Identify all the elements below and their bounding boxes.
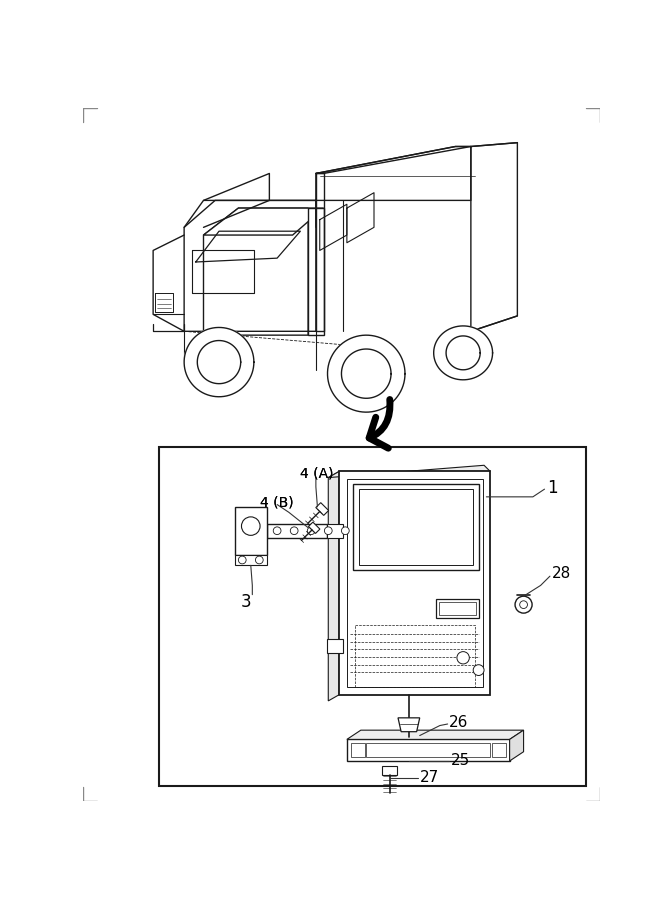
Text: 27: 27 (420, 770, 439, 786)
Circle shape (273, 526, 281, 535)
Circle shape (342, 526, 350, 535)
Bar (439, 602, 476, 615)
Bar (235, 507, 267, 554)
Polygon shape (203, 208, 323, 235)
Circle shape (457, 652, 470, 664)
Polygon shape (184, 328, 254, 397)
Circle shape (290, 526, 298, 535)
Bar (235, 554, 267, 565)
Bar (366, 743, 490, 757)
Bar (358, 490, 473, 564)
Polygon shape (398, 718, 420, 732)
Polygon shape (434, 326, 492, 380)
Circle shape (307, 526, 315, 535)
Bar (339, 472, 490, 695)
Circle shape (520, 601, 528, 608)
Text: 3: 3 (241, 593, 251, 611)
Bar (492, 743, 506, 757)
Polygon shape (446, 336, 480, 370)
Circle shape (241, 517, 260, 535)
Text: 4 (B): 4 (B) (260, 495, 293, 509)
Circle shape (238, 556, 246, 563)
Bar (347, 740, 510, 761)
Bar (382, 767, 398, 775)
Circle shape (515, 596, 532, 613)
Text: 25: 25 (451, 753, 470, 769)
Bar (327, 639, 343, 653)
Polygon shape (510, 730, 524, 761)
Polygon shape (327, 335, 405, 412)
Bar (353, 484, 479, 570)
Bar (267, 524, 327, 537)
Text: 26: 26 (449, 715, 468, 730)
FancyArrowPatch shape (369, 400, 390, 448)
Bar (327, 524, 343, 537)
Bar (436, 599, 479, 617)
Polygon shape (309, 522, 320, 534)
Text: 4 (B): 4 (B) (260, 495, 293, 509)
Polygon shape (328, 472, 339, 701)
Polygon shape (315, 503, 329, 516)
Polygon shape (342, 349, 391, 399)
Bar (347, 479, 482, 687)
Polygon shape (197, 340, 241, 383)
Text: 1: 1 (547, 479, 558, 497)
Polygon shape (328, 465, 490, 478)
Polygon shape (347, 730, 524, 740)
Bar (159, 446, 586, 786)
Polygon shape (308, 208, 323, 335)
Text: 28: 28 (552, 566, 572, 581)
Circle shape (473, 665, 484, 676)
Text: 4 (A): 4 (A) (300, 467, 334, 481)
Circle shape (324, 526, 332, 535)
Circle shape (255, 556, 263, 563)
Text: 4 (A): 4 (A) (300, 467, 334, 481)
Bar (351, 743, 365, 757)
Polygon shape (203, 208, 308, 335)
